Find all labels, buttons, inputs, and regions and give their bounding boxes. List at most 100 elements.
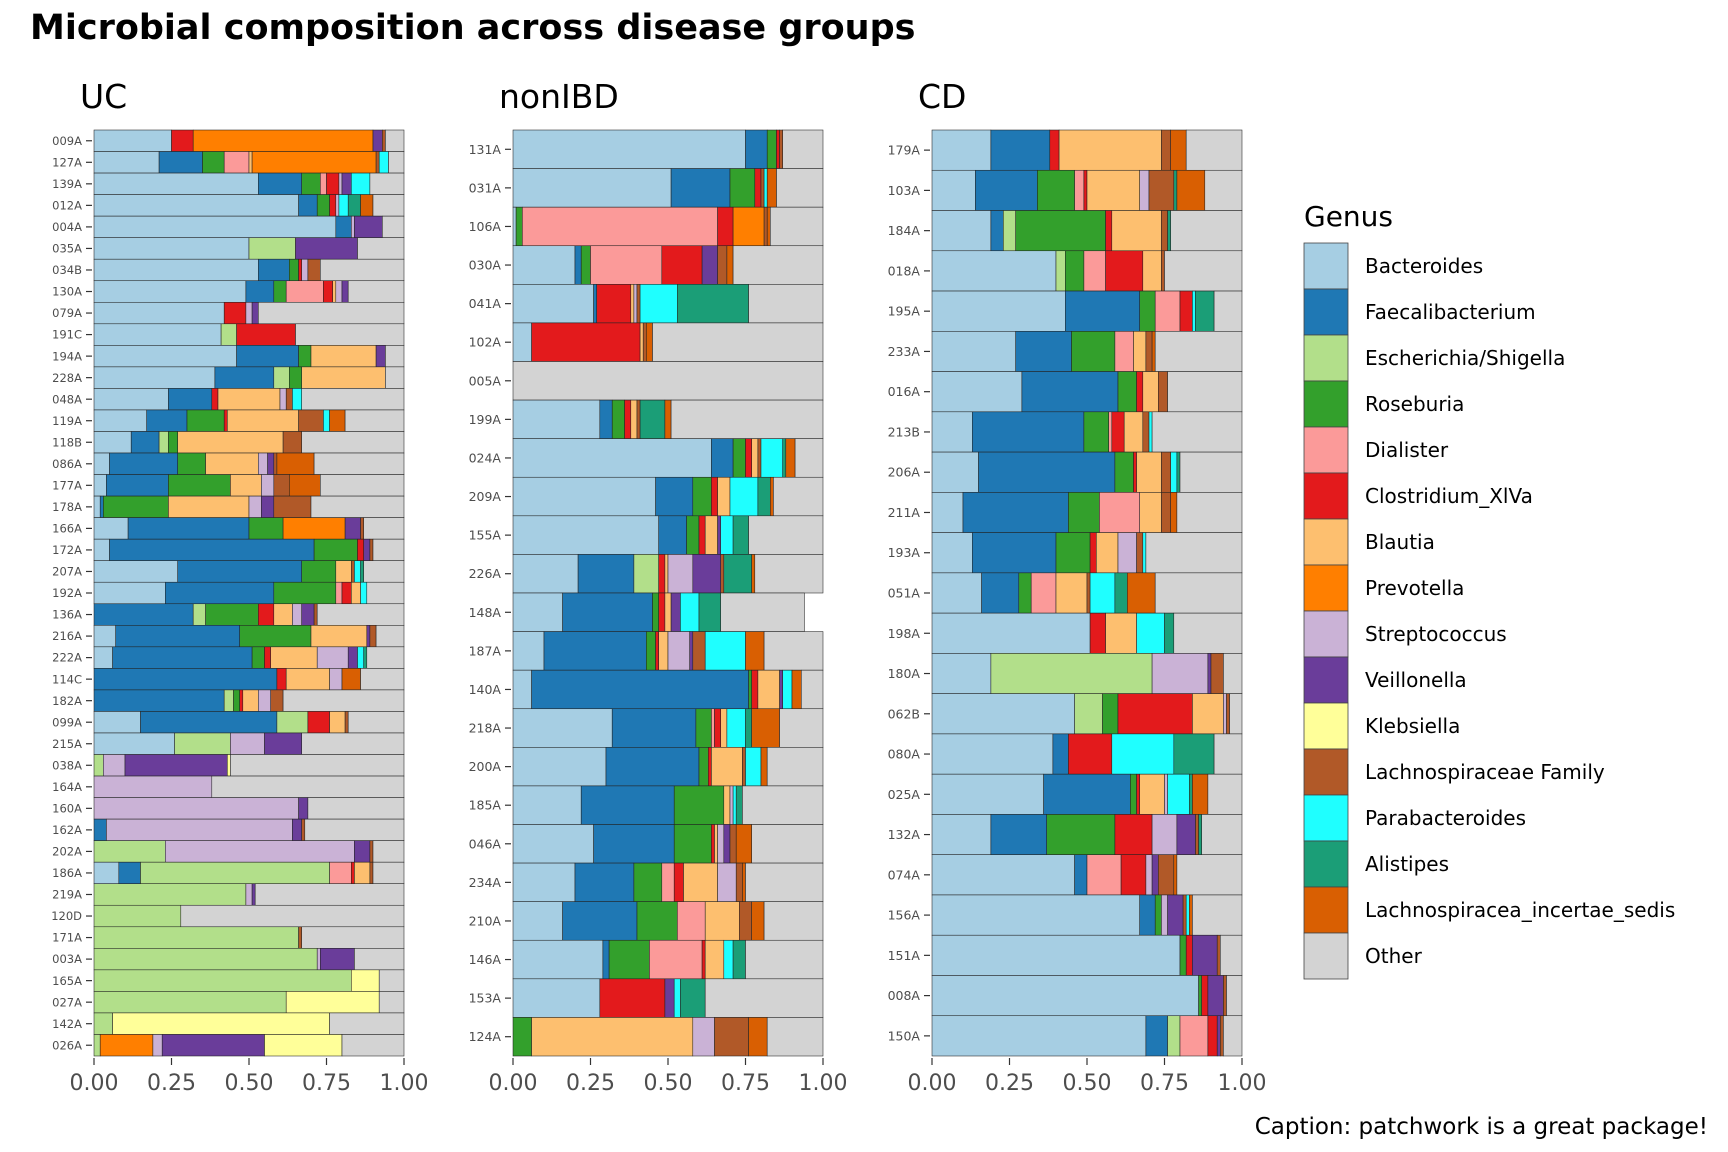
bar-segment [103, 495, 169, 518]
bar-segment [251, 883, 256, 906]
bar-segment [177, 431, 284, 454]
bar-segment [357, 538, 364, 561]
legend-label: Lachnospiraceae Family [1365, 760, 1605, 784]
legend-swatch [1303, 748, 1349, 796]
y-tick-label: 215A [52, 737, 82, 751]
bar-segment [670, 168, 731, 208]
bar-segment [301, 926, 405, 949]
bar-segment [1055, 250, 1066, 292]
bar-segment [1189, 773, 1193, 815]
bar-segment [248, 237, 296, 260]
bar-segment [714, 1017, 749, 1057]
bar-segment [158, 151, 203, 174]
y-tick-label: 026A [52, 1038, 82, 1052]
y-tick-label: 164A [52, 780, 82, 794]
bar-segment [1111, 210, 1162, 252]
bar-segment [301, 431, 405, 454]
bar-segment [794, 438, 824, 478]
bar-segment [273, 366, 290, 389]
bar-segment [1161, 894, 1168, 936]
bar-segment [1161, 210, 1168, 252]
legend-label: Streptococcus [1365, 622, 1507, 646]
bar-segment [93, 409, 147, 432]
bar-segment [652, 322, 824, 362]
bar-segment [307, 797, 405, 820]
y-tick-label: 172A [52, 543, 82, 557]
bar-segment [217, 388, 281, 411]
bar-segment [931, 371, 1023, 413]
bar-row-034B [93, 258, 405, 282]
bar-segment [512, 322, 532, 362]
bar-row-209A [512, 476, 824, 517]
bar-segment [1003, 210, 1016, 252]
bar-segment [93, 948, 318, 971]
legend: Genus Bacteroides Faecalibacterium Escheric… [1303, 200, 1675, 980]
bar-segment [1102, 693, 1119, 735]
panel-uc: UC 009A 127A 139A 012A 004A 035A 034B 130A 079A 19… [51, 77, 428, 1096]
bar-segment [512, 592, 563, 632]
bar-segment [608, 939, 650, 980]
bar-segment [1229, 693, 1243, 735]
bar-segment [754, 168, 762, 208]
bar-segment [375, 345, 386, 368]
bar-segment [1176, 451, 1181, 493]
bar-segment [574, 245, 582, 285]
x-tick-label: 0.00 [70, 1071, 119, 1096]
bar-segment [363, 646, 368, 669]
y-tick-label: 005A [469, 373, 502, 388]
y-tick-label: 035A [52, 242, 82, 256]
bar-segment [93, 452, 110, 475]
y-tick-label: 234A [469, 875, 502, 890]
bar-row-177A [93, 474, 405, 497]
bar-segment [369, 840, 374, 863]
bar-segment [363, 538, 371, 561]
y-tick-label: 210A [469, 913, 502, 928]
bar-segment [931, 129, 992, 171]
bar-segment [692, 554, 721, 594]
bar-segment [1136, 532, 1144, 574]
bar-segment [931, 492, 964, 533]
bar-segment [931, 612, 1091, 654]
bar-segment [742, 785, 824, 825]
bar-segment [726, 245, 734, 285]
bar-segment [335, 194, 340, 217]
bar-segment [711, 438, 734, 478]
y-tick-label: 187A [469, 643, 502, 658]
bar-row-099A [93, 711, 405, 734]
bar-segment [512, 245, 576, 285]
bar-segment [763, 206, 768, 247]
bar-segment [1195, 814, 1199, 855]
bar-segment [931, 532, 973, 574]
bar-segment [270, 646, 318, 669]
bar-segment [692, 1017, 715, 1057]
bar-segment [590, 245, 663, 285]
bar-segment [93, 1012, 113, 1035]
bar-segment [745, 747, 762, 787]
bar-segment [1161, 451, 1171, 493]
bar-row-194A [93, 345, 405, 368]
bar-row-018A [931, 250, 1243, 292]
bar-segment [512, 438, 712, 478]
bar-segment [112, 1012, 330, 1035]
bar-segment [776, 168, 824, 208]
bar-segment [1021, 371, 1119, 413]
bar-segment [329, 409, 346, 432]
legend-label: Blautia [1365, 530, 1435, 554]
bar-segment [261, 474, 275, 497]
bar-segment [93, 345, 237, 368]
bar-segment [245, 883, 253, 906]
bar-segment [745, 708, 752, 748]
bar-row-086A [93, 452, 405, 475]
bar-segment [180, 904, 405, 928]
bar-segment [115, 625, 240, 648]
bar-segment [704, 515, 718, 555]
bar-segment [205, 603, 259, 626]
y-tick-label: 139A [52, 177, 82, 191]
bar-row-120D [93, 904, 405, 928]
bar-segment [763, 631, 824, 671]
bar-segment [230, 754, 405, 777]
bar-segment [695, 708, 712, 748]
bar-segment [93, 431, 132, 454]
y-tick-label: 080A [888, 747, 921, 762]
